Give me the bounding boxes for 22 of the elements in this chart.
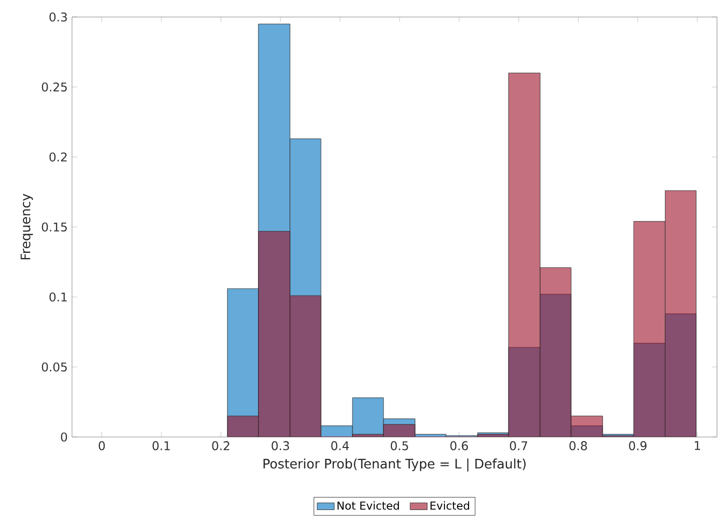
x-tick-label: 0.8 (569, 441, 587, 450)
legend-label: Evicted (430, 501, 470, 510)
y-tick-label: 0.3 (50, 12, 67, 22)
x-tick-label: 0.6 (450, 441, 468, 450)
y-tick-label: 0.15 (42, 222, 67, 232)
x-tick-label: 0.9 (629, 441, 646, 450)
y-tick-label: 0.05 (42, 362, 67, 372)
y-axis-title: Frequency (20, 194, 33, 260)
x-tick-label: 0.2 (212, 441, 230, 450)
x-tick-label: 0.5 (390, 441, 408, 450)
x-tick-label: 0 (98, 441, 105, 450)
x-axis-title: Posterior Prob(Tenant Type = L | Default) (264, 458, 526, 472)
y-tick-label: 0.1 (50, 292, 67, 302)
y-tick-label: 0.2 (50, 152, 67, 162)
x-tick-label: 0.7 (510, 441, 528, 450)
y-tick-label: 0 (60, 432, 68, 442)
y-tick-label: 0.25 (42, 82, 67, 92)
x-tick-label: 0.4 (331, 441, 349, 450)
x-tick-label: 0.3 (272, 441, 290, 450)
legend-label: Not Evicted (338, 501, 399, 510)
x-tick-label: 0.1 (152, 441, 170, 450)
x-tick-label: 1 (694, 441, 700, 450)
